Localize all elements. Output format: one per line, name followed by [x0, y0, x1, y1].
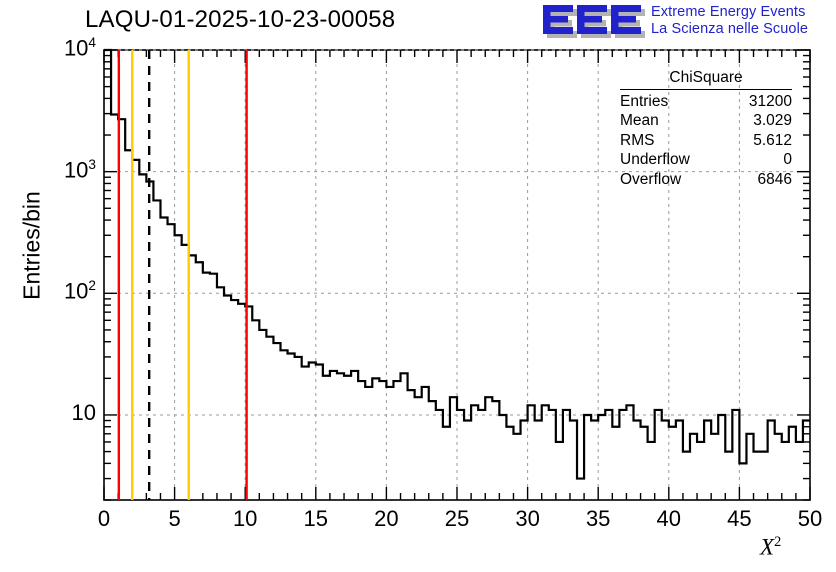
stats-row-value: 6846 — [757, 170, 792, 188]
x-tick-label: 5 — [168, 506, 181, 531]
gridlines — [104, 49, 810, 500]
eee-logo: Extreme Energy Events La Scienza nelle S… — [541, 3, 833, 43]
stats-row: Overflow 6846 — [620, 170, 792, 190]
x-axis-title: X2 — [760, 534, 782, 560]
stats-row-label: RMS — [620, 131, 655, 149]
stats-row-value: 0 — [783, 151, 792, 169]
stats-divider — [620, 88, 792, 90]
stats-row-label: Entries — [620, 92, 669, 110]
histogram-outline — [104, 48, 810, 480]
x-tick-label: 20 — [374, 506, 399, 531]
eee-logo-mark — [543, 5, 645, 38]
stats-row-label: Mean — [620, 112, 659, 130]
eee-logo-line1: Extreme Energy Events — [651, 4, 806, 20]
stats-rows: Entries 31200 Mean 3.029 RMS 5.612 Underflow 0 O… — [620, 92, 792, 190]
eee-logo-line2: La Scienza nelle Scuole — [651, 21, 809, 37]
stats-title: ChiSquare — [669, 69, 743, 86]
x-tick-label: 15 — [303, 506, 329, 531]
x-tick-label: 30 — [515, 506, 540, 531]
x-tick-label: 45 — [727, 506, 752, 531]
stats-row: Mean 3.029 — [620, 111, 792, 131]
x-tick-label: 50 — [797, 506, 823, 531]
stats-row-value: 5.612 — [753, 131, 792, 149]
stats-row: RMS 5.612 — [620, 131, 792, 151]
x-tick-label: 0 — [97, 506, 111, 531]
stats-row: Entries 31200 — [620, 92, 792, 112]
x-tick-label: 35 — [585, 506, 611, 531]
y-tick-label: 104 — [63, 35, 96, 61]
stats-row-label: Overflow — [620, 170, 682, 188]
x-tick-label: 25 — [444, 506, 470, 531]
y-tick-label: 102 — [63, 278, 96, 304]
y-tick-label: 10 — [71, 399, 96, 425]
eee-logo-text: Extreme Energy Events La Scienza nelle S… — [651, 4, 835, 38]
x-tick-label: 40 — [656, 506, 682, 531]
stats-row: Underflow 0 — [620, 150, 792, 170]
y-axis-ticks — [104, 49, 810, 501]
page-title: LAQU-01-2025-10-23-00058 — [85, 6, 396, 33]
histogram-step-curve — [104, 48, 810, 480]
y-tick-label: 103 — [63, 156, 96, 182]
stats-row-value: 31200 — [748, 92, 792, 110]
stats-row-value: 3.029 — [753, 112, 792, 130]
cut-marker-lines — [117, 50, 248, 500]
stats-box: ChiSquare Entries 31200 Mean 3.029 RMS 5.612 U… — [620, 68, 792, 190]
x-tick-label: 10 — [232, 506, 258, 531]
stats-row-label: Underflow — [620, 151, 690, 169]
